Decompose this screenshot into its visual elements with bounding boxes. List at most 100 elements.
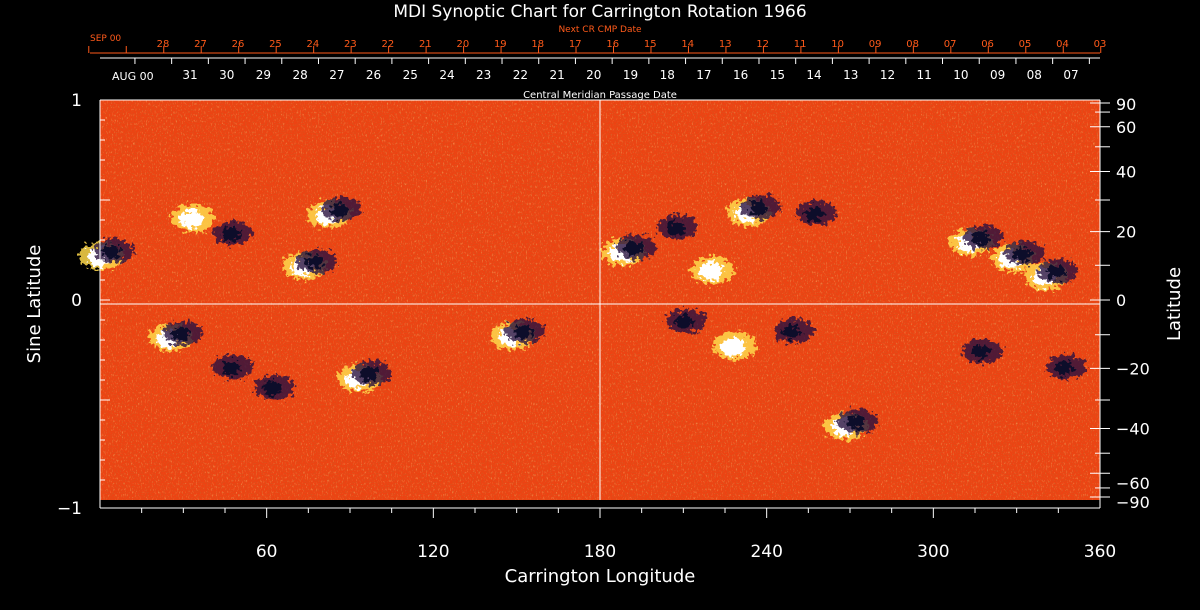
next-cr-month: SEP 00 [90, 34, 121, 44]
cmp-date: 10 [953, 68, 968, 82]
plot-area [79, 100, 1100, 500]
next-cr-date: 09 [869, 39, 882, 50]
next-cr-date: 20 [456, 39, 469, 50]
active-region [824, 409, 878, 440]
next-cr-date: 28 [157, 39, 170, 50]
next-cr-date: 14 [681, 39, 694, 50]
active-region [307, 197, 362, 228]
x-tick-label: 120 [417, 542, 449, 562]
x-tick-label: 240 [750, 542, 782, 562]
cmp-date: 22 [513, 68, 528, 82]
y-left-tick-label: −1 [57, 499, 82, 519]
active-region [171, 204, 216, 232]
active-region [657, 215, 698, 239]
next-cr-date: 06 [981, 39, 994, 50]
y-right-tick-label: 20 [1116, 223, 1136, 242]
next-cr-date: 10 [831, 39, 844, 50]
next-cr-axis-label: Next CR CMP Date [558, 25, 642, 35]
next-cr-date: 07 [944, 39, 957, 50]
cmp-date: 30 [219, 68, 234, 82]
active-region [990, 241, 1045, 272]
y-right-tick-label: 40 [1116, 162, 1136, 181]
active-region [601, 235, 656, 266]
cmp-date: 17 [696, 68, 711, 82]
cmp-date: 31 [182, 68, 197, 82]
x-tick-label: 360 [1084, 542, 1116, 562]
y-right-tick-label: 60 [1116, 118, 1136, 137]
next-cr-date: 05 [1019, 39, 1032, 50]
cmp-date: 26 [366, 68, 381, 82]
active-region [79, 239, 134, 270]
x-tick-label: 60 [256, 542, 278, 562]
active-region [1024, 259, 1078, 290]
next-cr-date: 17 [569, 39, 582, 50]
y-axis-label-left: Sine Latitude [24, 245, 45, 364]
next-cr-date: 04 [1056, 39, 1069, 50]
y-right-tick-label: −20 [1116, 359, 1150, 378]
cmp-date: 19 [623, 68, 638, 82]
cmp-date: 21 [549, 68, 564, 82]
chart-title: MDI Synoptic Chart for Carrington Rotati… [393, 2, 806, 22]
cmp-date: 08 [1027, 68, 1042, 82]
cmp-date: 18 [660, 68, 675, 82]
cmp-date: 16 [733, 68, 748, 82]
y-left-tick-label: 1 [71, 91, 82, 111]
cmp-date: 11 [917, 68, 932, 82]
active-region [774, 319, 815, 343]
y-right-tick-label: −40 [1116, 420, 1150, 439]
cmp-date: 15 [770, 68, 785, 82]
next-cr-date: 15 [644, 39, 657, 50]
cmp-month: AUG 00 [112, 70, 154, 83]
active-region [213, 355, 253, 379]
cmp-date: 12 [880, 68, 895, 82]
next-cr-date: 19 [494, 39, 507, 50]
cmp-date: 29 [256, 68, 271, 82]
active-region [254, 375, 295, 399]
active-region [490, 319, 545, 350]
active-region [796, 201, 837, 225]
date-axes: 28 27 26 25 24 23 22 21 20 19 18 17 16 15 14 13 12 11 10 09… [88, 39, 1107, 82]
cmp-date: 20 [586, 68, 601, 82]
next-cr-date: 24 [307, 39, 320, 50]
y-right-tick-label: 0 [1116, 291, 1126, 310]
next-cr-date: 22 [382, 39, 395, 50]
active-region [690, 256, 735, 284]
cmp-date: 09 [990, 68, 1005, 82]
active-region [963, 339, 1003, 363]
y-right-tick-label: −60 [1116, 474, 1150, 493]
active-region [1046, 355, 1087, 379]
y-axis-label-right: Latitude [1164, 267, 1185, 341]
next-cr-date: 27 [194, 39, 207, 50]
next-cr-date: 08 [906, 39, 919, 50]
next-cr-date: 11 [794, 39, 807, 50]
active-region [949, 225, 1003, 256]
cmp-date: 27 [329, 68, 344, 82]
active-region [213, 221, 253, 245]
active-region [665, 309, 706, 333]
cmp-date: 28 [292, 68, 307, 82]
y-right-tick-label: 90 [1116, 95, 1136, 114]
next-cr-date: 12 [756, 39, 769, 50]
y-right-tick-label: −90 [1116, 493, 1150, 512]
cmp-date: 23 [476, 68, 491, 82]
next-cr-date: 25 [269, 39, 282, 50]
next-cr-date: 13 [719, 39, 732, 50]
cmp-date: 13 [843, 68, 858, 82]
next-cr-date: 16 [606, 39, 619, 50]
cmp-date: 14 [806, 68, 821, 82]
cmp-date: 07 [1063, 68, 1078, 82]
active-region [337, 361, 392, 392]
active-regions [79, 195, 1087, 440]
axes: 60 120 180 240 300 360 1 0 −1 90 60 40 20 0 −20 −40 −60−… [57, 91, 1150, 562]
cmp-date: 24 [439, 68, 454, 82]
x-axis-label: Carrington Longitude [505, 566, 696, 587]
next-cr-date: 26 [232, 39, 245, 50]
next-cr-date: 23 [344, 39, 357, 50]
cmp-axis-label: Central Meridian Passage Date [523, 90, 677, 101]
active-region [726, 195, 781, 226]
next-cr-date: 03 [1094, 39, 1107, 50]
x-tick-label: 300 [917, 542, 949, 562]
active-region [282, 249, 337, 280]
next-cr-date: 18 [531, 39, 544, 50]
